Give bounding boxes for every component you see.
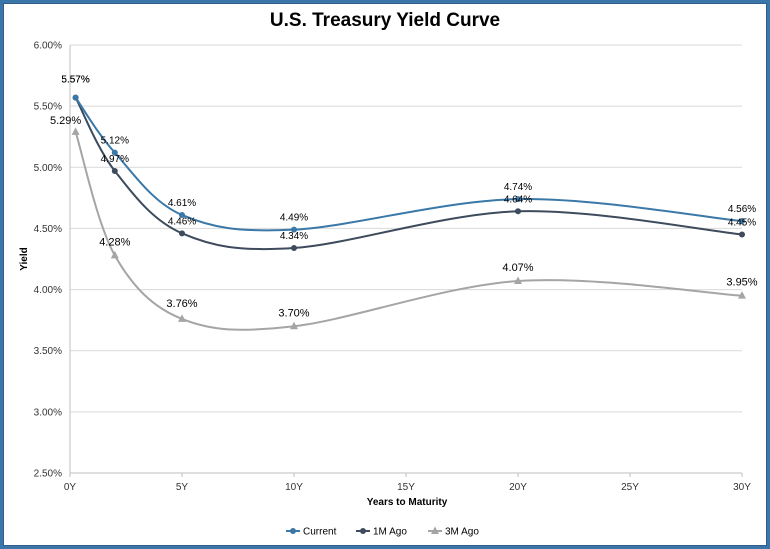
grid-lines — [69, 44, 742, 474]
data-point-marker — [291, 244, 297, 251]
data-label: 4.49% — [280, 213, 308, 224]
data-point-marker — [738, 291, 746, 299]
y-tick-label: 5.00% — [34, 163, 62, 174]
y-tick-label: 3.00% — [34, 407, 62, 418]
data-point-marker — [111, 149, 118, 156]
x-tick-label: 10Y — [285, 482, 303, 493]
data-point-marker — [72, 94, 79, 101]
data-point-marker — [739, 231, 745, 238]
x-tick-label: 15Y — [397, 482, 415, 493]
y-axis-title: Yield — [19, 247, 30, 271]
data-label: 4.07% — [502, 262, 533, 274]
data-point-marker — [739, 218, 745, 225]
data-label: 4.64% — [504, 194, 532, 205]
data-label: 4.74% — [504, 182, 532, 193]
y-tick-label: 4.50% — [34, 224, 62, 235]
data-point-marker — [111, 167, 118, 174]
x-tick-label: 30Y — [733, 482, 751, 493]
x-tick-label: 25Y — [621, 482, 639, 493]
data-point-marker — [178, 314, 186, 322]
y-tick-label: 3.50% — [34, 346, 62, 357]
data-label: 4.56% — [728, 204, 756, 215]
legend-marker — [431, 526, 439, 534]
data-label: 4.46% — [168, 216, 196, 227]
chart-title: U.S. Treasury Yield Curve — [270, 10, 500, 31]
data-labels: 5.29% 4.28% 3.76% 3.70% 4.07% 3.95% 5.57% 4.97%… — [50, 75, 758, 320]
data-point-marker — [179, 211, 185, 218]
data-label: 3.95% — [726, 277, 757, 289]
legend-marker — [290, 528, 296, 534]
x-axis-ticks: 0Y 5Y 10Y 15Y 20Y 25Y 30Y — [64, 473, 751, 493]
data-label: 5.29% — [50, 115, 81, 127]
legend: Current 1M Ago 3M Ago — [286, 526, 479, 538]
y-axis-ticks: 2.50% 3.00% 3.50% 4.00% 4.50% 5.00% 5.50% 6.00% — [34, 41, 62, 480]
data-point-marker — [515, 196, 521, 203]
data-point-marker — [179, 230, 185, 237]
data-label: 4.34% — [280, 231, 308, 242]
legend-label: 3M Ago — [445, 527, 479, 538]
x-tick-label: 0Y — [64, 482, 77, 493]
data-point-marker — [515, 208, 521, 215]
legend-marker — [360, 528, 366, 534]
data-label: 4.28% — [99, 236, 130, 248]
x-axis-title: Years to Maturity — [367, 497, 448, 508]
data-label: 3.70% — [278, 307, 309, 319]
series-line-0 — [74, 97, 743, 232]
data-label: 5.57% — [61, 75, 89, 86]
x-tick-label: 20Y — [509, 482, 527, 493]
legend-label: 1M Ago — [373, 527, 407, 538]
data-label: 3.76% — [166, 298, 197, 310]
data-label: 4.97% — [101, 154, 129, 165]
data-point-marker — [71, 127, 80, 135]
y-tick-label: 4.00% — [34, 285, 62, 296]
data-label: 5.12% — [101, 136, 129, 147]
x-tick-label: 5Y — [176, 482, 189, 493]
y-tick-label: 5.50% — [34, 102, 62, 113]
data-label: 4.61% — [168, 198, 196, 209]
y-tick-label: 2.50% — [34, 469, 62, 480]
y-tick-label: 6.00% — [34, 41, 62, 52]
data-point-marker — [110, 250, 119, 259]
chart-frame — [3, 3, 767, 546]
data-point-marker — [290, 321, 298, 330]
data-point-marker — [514, 276, 522, 285]
data-label: 5.57% — [61, 75, 89, 86]
data-point-marker — [291, 226, 297, 233]
legend-label: Current — [303, 527, 337, 538]
series-group — [71, 94, 746, 331]
data-label: 4.45% — [728, 218, 756, 229]
series-line-2 — [74, 131, 743, 331]
